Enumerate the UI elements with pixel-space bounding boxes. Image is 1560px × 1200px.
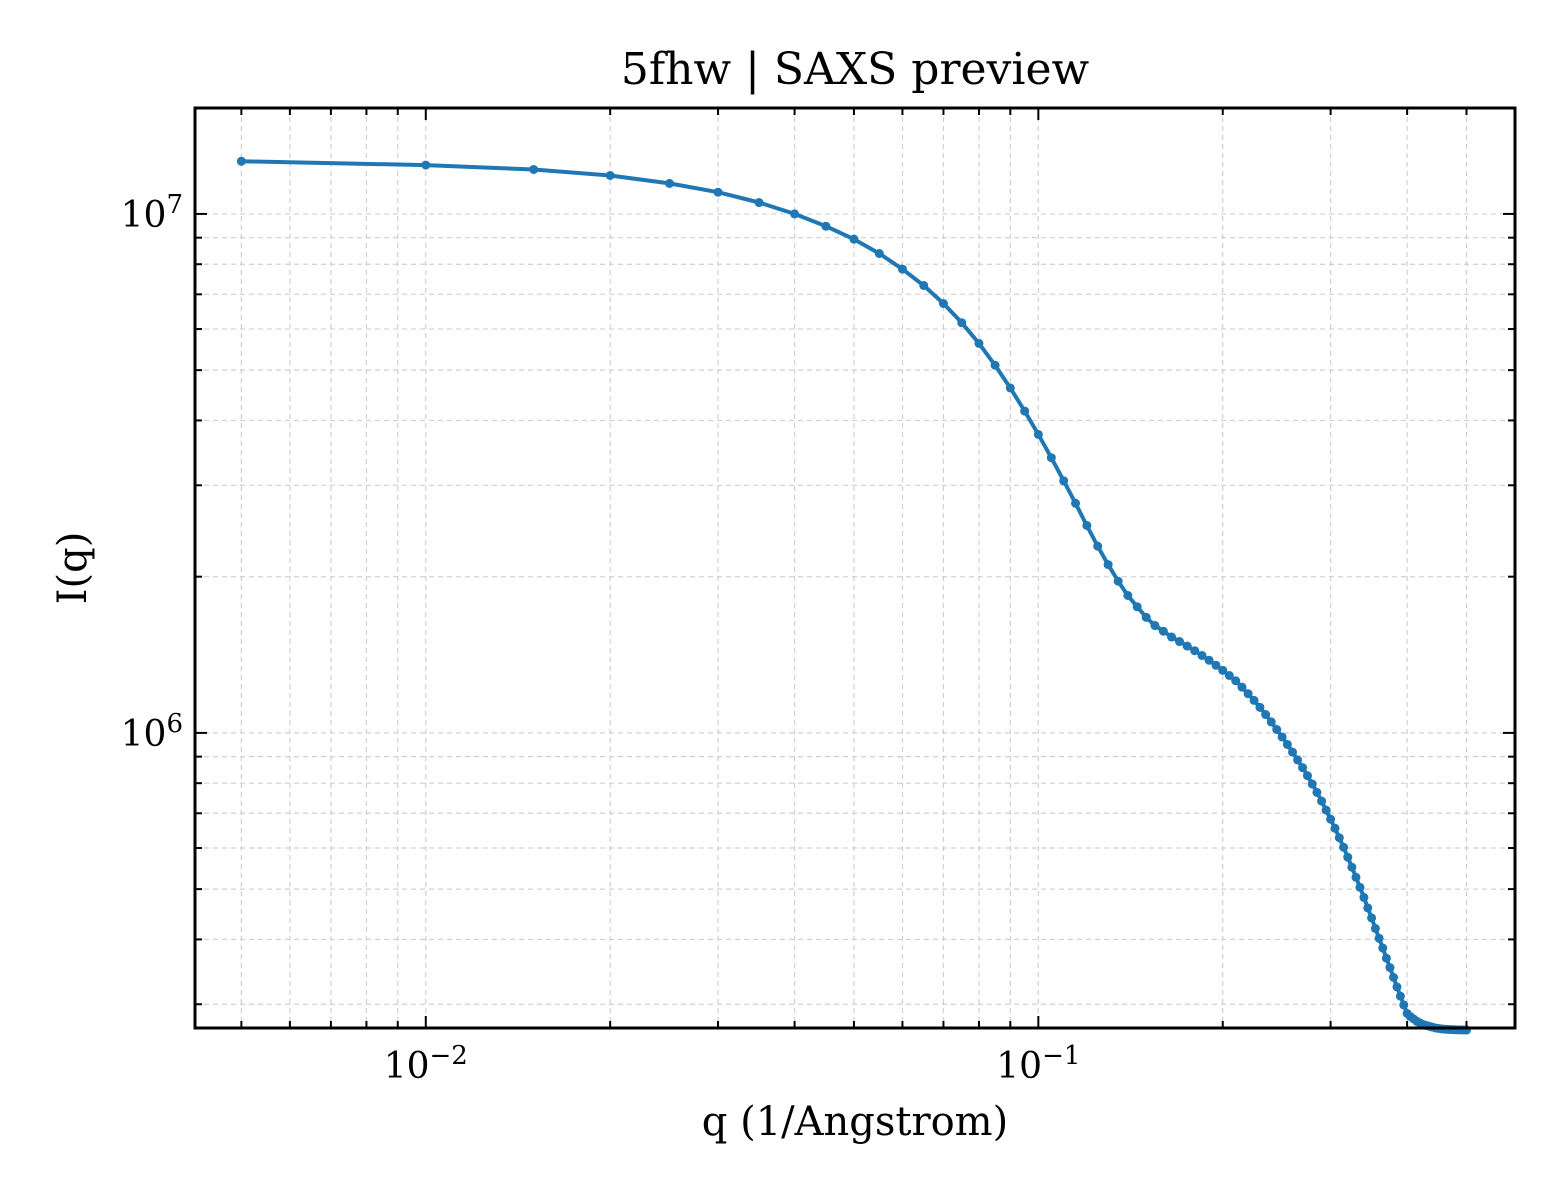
- data-point: [1293, 755, 1303, 765]
- chart-title: 5fhw | SAXS preview: [621, 44, 1090, 95]
- data-point: [1197, 650, 1207, 660]
- data-point: [849, 234, 859, 244]
- data-point: [1399, 1000, 1409, 1010]
- data-point: [1326, 814, 1336, 824]
- data-point: [1351, 872, 1361, 882]
- data-point: [1395, 991, 1405, 1001]
- data-point: [1307, 779, 1317, 789]
- data-point: [1363, 903, 1373, 913]
- y-axis-label: I(q): [50, 532, 96, 605]
- data-point: [990, 360, 1000, 370]
- data-point: [957, 318, 967, 328]
- data-point: [1381, 953, 1391, 963]
- data-point: [1218, 665, 1228, 675]
- data-point: [1005, 383, 1015, 393]
- data-point: [1071, 498, 1081, 508]
- data-point: [713, 187, 723, 197]
- data-point: [1020, 406, 1030, 416]
- data-point: [1059, 476, 1069, 486]
- data-point: [1302, 771, 1312, 781]
- data-point: [974, 338, 984, 348]
- x-tick-label: 10−2: [384, 1041, 468, 1087]
- data-point: [1204, 655, 1214, 665]
- data-point: [1359, 892, 1369, 902]
- data-point: [1182, 641, 1192, 651]
- data-point: [1392, 982, 1402, 992]
- data-point: [1355, 882, 1365, 892]
- data-point: [605, 170, 615, 180]
- y-tick-label: 106: [121, 709, 183, 755]
- data-point: [1277, 732, 1287, 742]
- data-point: [1343, 852, 1353, 862]
- data-point: [1175, 637, 1185, 647]
- data-point: [790, 209, 800, 219]
- grid: [195, 108, 1515, 1028]
- data-point: [1388, 972, 1398, 982]
- data-point: [1243, 689, 1253, 699]
- data-point: [1123, 590, 1133, 600]
- plot-frame: [193, 106, 1517, 1030]
- data-point: [236, 156, 246, 166]
- data-point: [821, 221, 831, 231]
- data-point: [1046, 453, 1056, 463]
- data-point: [1113, 576, 1123, 586]
- x-axis-label: q (1/Angstrom): [702, 1099, 1008, 1145]
- data-point: [1167, 632, 1177, 642]
- data-point: [1374, 933, 1384, 943]
- data-point: [1298, 763, 1308, 773]
- data-point: [1224, 671, 1234, 681]
- data-point: [1321, 805, 1331, 815]
- data-point: [1141, 612, 1151, 622]
- data-point: [665, 178, 675, 188]
- data-point: [1334, 833, 1344, 843]
- data-point: [1255, 702, 1265, 712]
- data-point: [919, 280, 929, 290]
- data-point: [1103, 560, 1113, 570]
- data-point: [529, 164, 539, 174]
- x-tick-label: 10−1: [996, 1041, 1080, 1087]
- data-point: [1150, 621, 1160, 631]
- y-tick-label: 107: [121, 190, 183, 236]
- data-point: [1237, 682, 1247, 692]
- data-point: [1312, 787, 1322, 797]
- data-point: [1190, 646, 1200, 656]
- data-point: [1261, 710, 1271, 720]
- data-point: [1231, 676, 1241, 686]
- data-point: [1347, 862, 1357, 872]
- data-point: [1317, 796, 1327, 806]
- data-point: [1272, 725, 1282, 735]
- data-point: [1367, 913, 1377, 923]
- data-point: [421, 160, 431, 170]
- ticks: 10−2 10−1 106 107: [121, 108, 1515, 1087]
- data-point: [1249, 695, 1259, 705]
- data-point: [1282, 739, 1292, 749]
- data-point: [1158, 626, 1168, 636]
- data-point: [1330, 823, 1340, 833]
- data-point: [938, 299, 948, 309]
- data-point: [1033, 429, 1043, 439]
- data-point: [1385, 963, 1395, 973]
- data-point: [874, 248, 884, 258]
- data-point: [1132, 602, 1142, 612]
- data-point: [1211, 660, 1221, 670]
- data-point: [1339, 842, 1349, 852]
- data-point: [1266, 717, 1276, 727]
- data-point: [1370, 923, 1380, 933]
- data-point: [897, 264, 907, 274]
- data-point: [1093, 541, 1103, 551]
- data-point: [754, 198, 764, 208]
- data-point: [1378, 943, 1388, 953]
- data-point: [1082, 520, 1092, 530]
- data-point: [1288, 747, 1298, 757]
